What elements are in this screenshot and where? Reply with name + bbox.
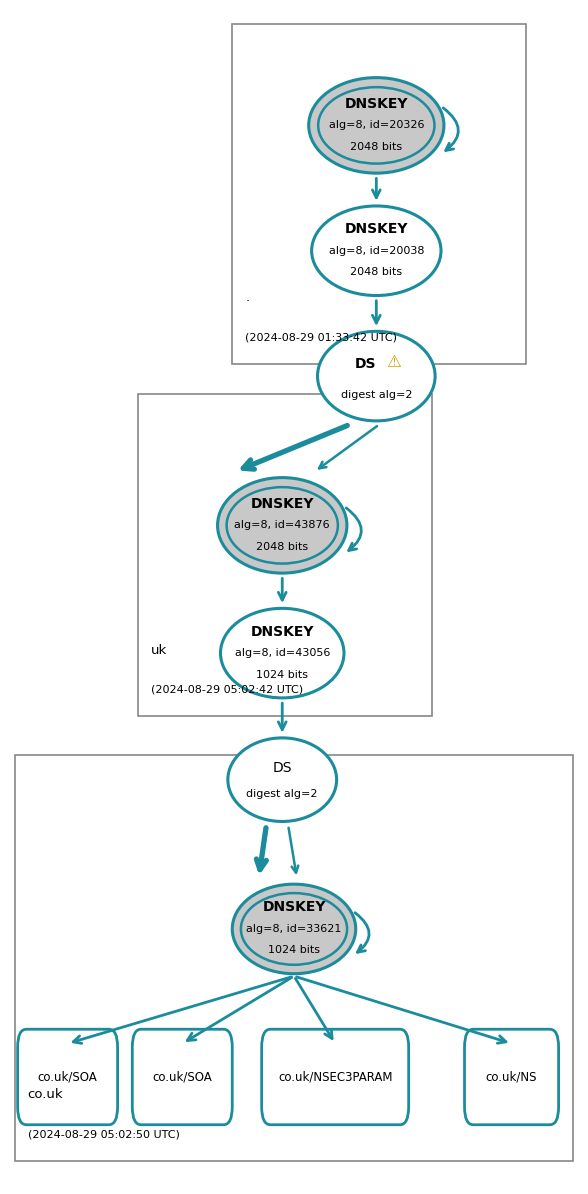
Text: digest alg=2: digest alg=2 [340, 390, 412, 400]
FancyArrowPatch shape [289, 827, 298, 873]
Text: DS: DS [272, 761, 292, 775]
Text: alg=8, id=20038: alg=8, id=20038 [329, 246, 424, 256]
Text: ⚠: ⚠ [386, 352, 402, 371]
FancyBboxPatch shape [232, 24, 526, 364]
Text: 1024 bits: 1024 bits [256, 670, 308, 679]
FancyArrowPatch shape [346, 507, 362, 550]
Text: alg=8, id=43056: alg=8, id=43056 [235, 648, 330, 658]
FancyArrowPatch shape [355, 912, 369, 953]
Text: co.uk/NSEC3PARAM: co.uk/NSEC3PARAM [278, 1071, 392, 1083]
Ellipse shape [220, 608, 344, 697]
Text: .: . [245, 291, 249, 304]
FancyBboxPatch shape [15, 755, 573, 1161]
Text: DNSKEY: DNSKEY [345, 97, 408, 111]
Text: DNSKEY: DNSKEY [262, 900, 326, 915]
Text: co.uk/SOA: co.uk/SOA [38, 1071, 98, 1083]
FancyBboxPatch shape [18, 1029, 118, 1125]
Text: 1024 bits: 1024 bits [268, 946, 320, 955]
Text: uk: uk [151, 644, 168, 657]
Text: alg=8, id=33621: alg=8, id=33621 [246, 924, 342, 934]
Text: alg=8, id=43876: alg=8, id=43876 [235, 521, 330, 530]
Ellipse shape [312, 205, 441, 295]
Text: DNSKEY: DNSKEY [250, 497, 314, 511]
FancyBboxPatch shape [262, 1029, 409, 1125]
Text: 2048 bits: 2048 bits [256, 542, 308, 552]
Text: (2024-08-29 05:02:42 UTC): (2024-08-29 05:02:42 UTC) [151, 685, 303, 695]
Text: co.uk/NS: co.uk/NS [486, 1071, 537, 1083]
Ellipse shape [309, 78, 444, 173]
Text: (2024-08-29 05:02:50 UTC): (2024-08-29 05:02:50 UTC) [28, 1130, 179, 1139]
Text: DNSKEY: DNSKEY [250, 624, 314, 639]
FancyBboxPatch shape [138, 394, 432, 716]
Ellipse shape [232, 884, 356, 974]
FancyBboxPatch shape [465, 1029, 559, 1125]
Text: 2048 bits: 2048 bits [350, 142, 402, 152]
FancyArrowPatch shape [319, 426, 377, 468]
Text: (2024-08-29 01:33:42 UTC): (2024-08-29 01:33:42 UTC) [245, 333, 397, 343]
Text: DS: DS [355, 357, 376, 371]
Text: co.uk/SOA: co.uk/SOA [152, 1071, 212, 1083]
Text: co.uk: co.uk [28, 1088, 64, 1101]
Text: digest alg=2: digest alg=2 [246, 789, 318, 799]
Ellipse shape [318, 331, 435, 420]
Text: 2048 bits: 2048 bits [350, 267, 402, 277]
Ellipse shape [228, 738, 336, 821]
Text: alg=8, id=20326: alg=8, id=20326 [329, 121, 424, 130]
FancyBboxPatch shape [132, 1029, 232, 1125]
Ellipse shape [218, 478, 347, 573]
FancyArrowPatch shape [443, 107, 459, 150]
FancyArrowPatch shape [243, 425, 348, 469]
Text: DNSKEY: DNSKEY [345, 222, 408, 236]
FancyArrowPatch shape [256, 827, 266, 869]
